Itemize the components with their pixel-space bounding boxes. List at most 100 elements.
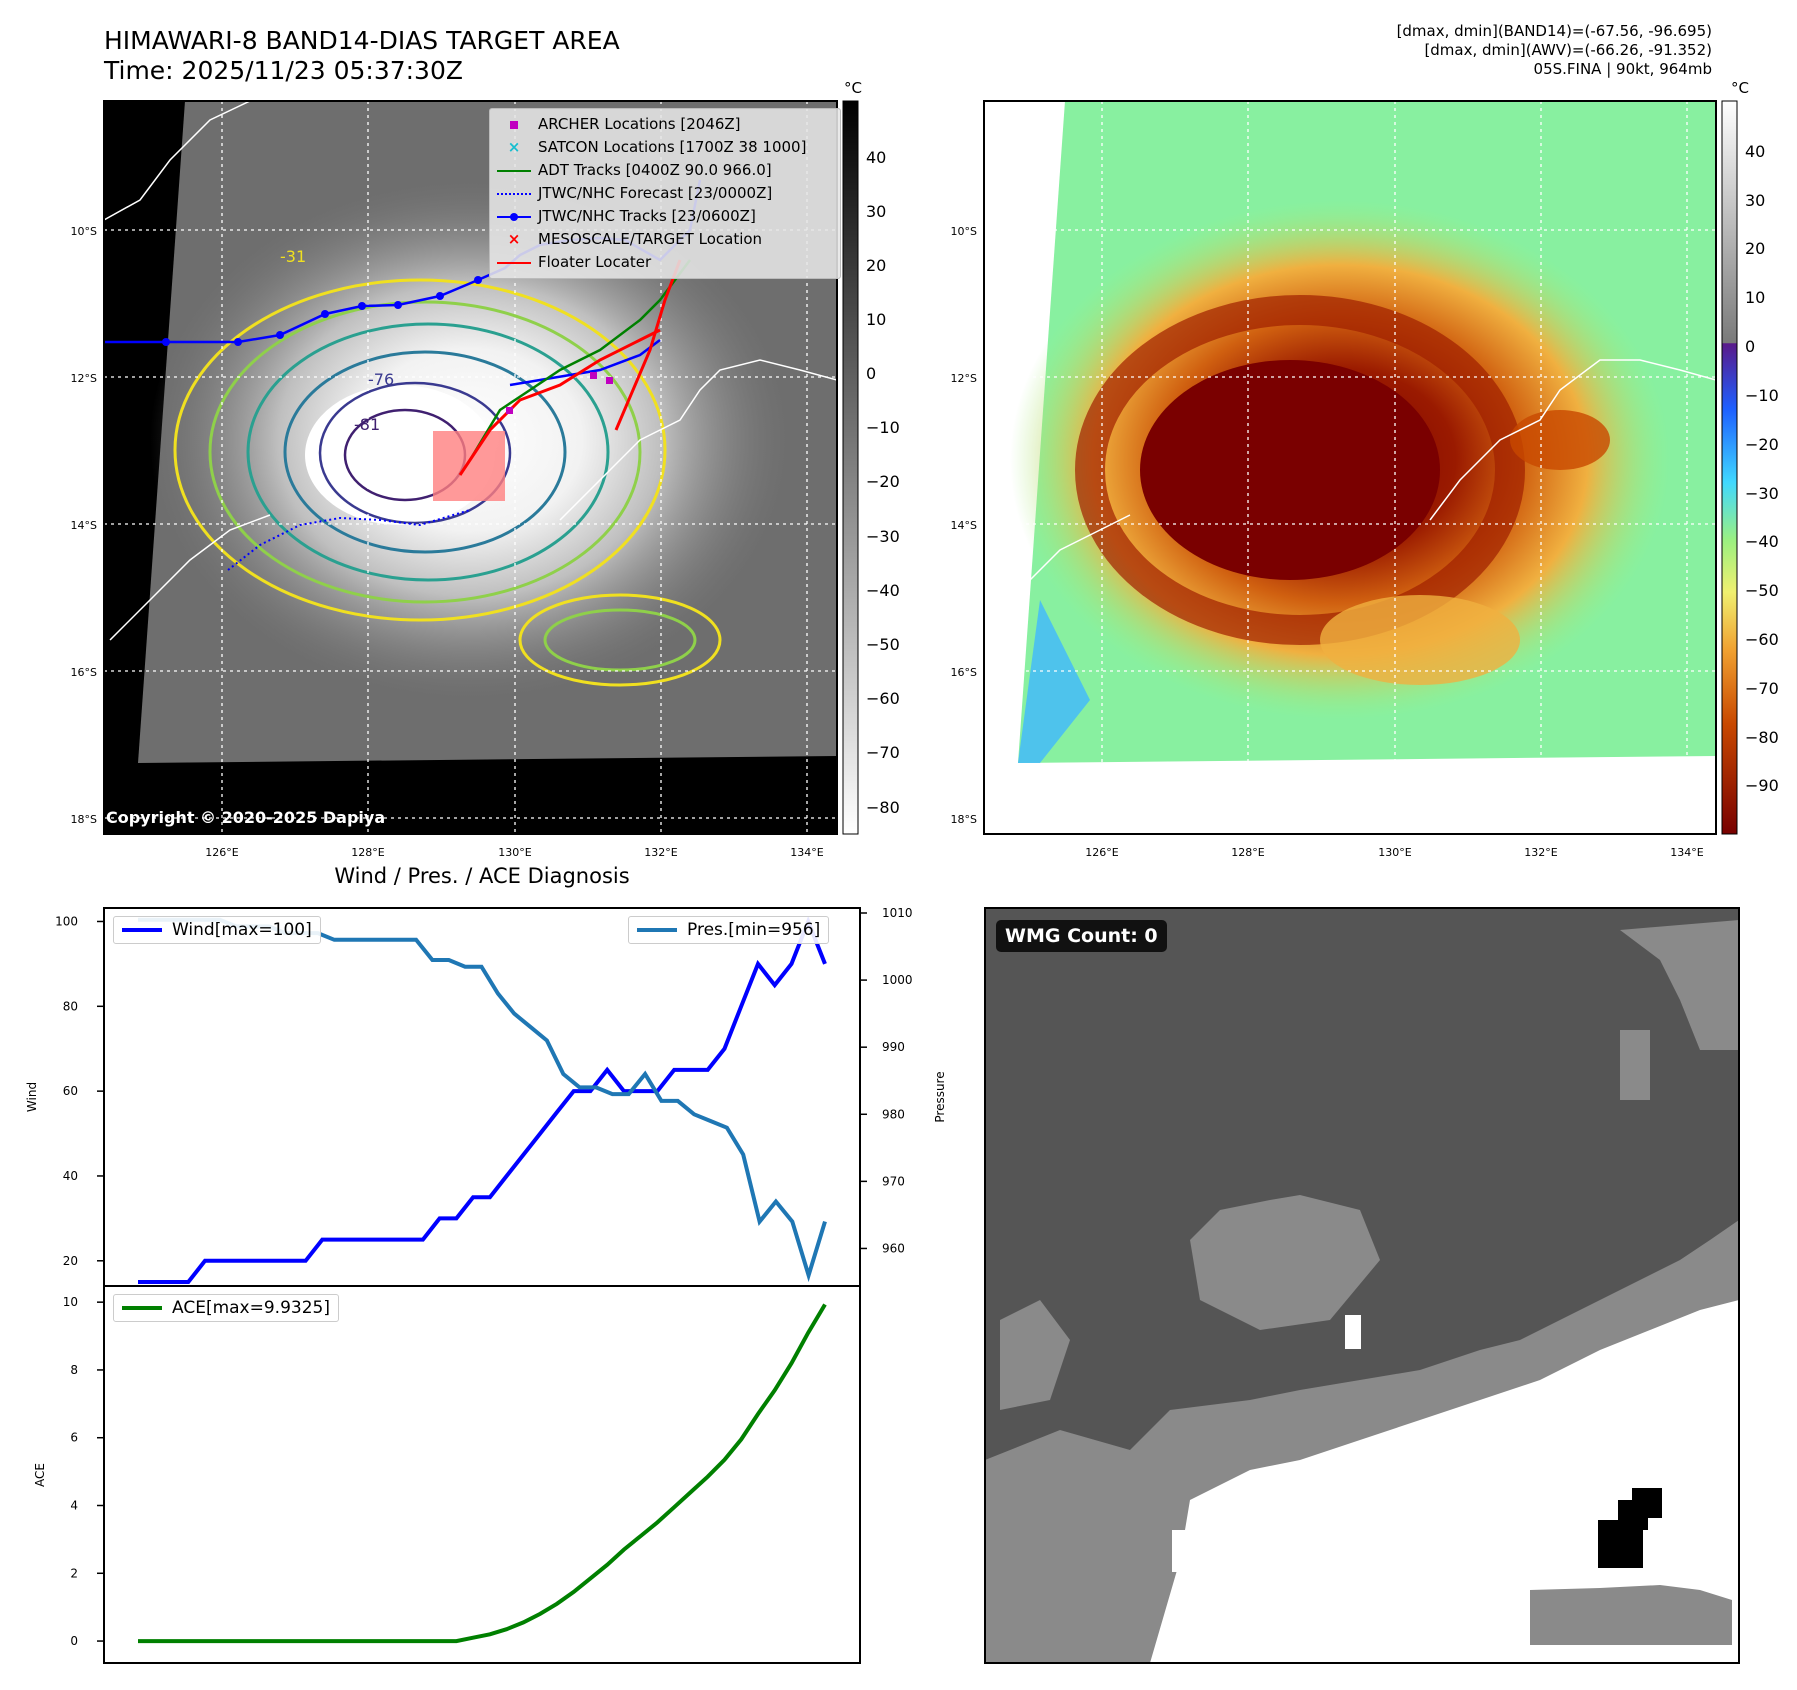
lat-label-16s: 16°S: [71, 666, 97, 679]
wind-legend-label: Wind[max=100]: [172, 920, 312, 940]
right-map-lon-labels: 126°E 128°E 130°E 132°E 134°E: [1085, 846, 1703, 859]
lon-label-126e: 126°E: [1085, 846, 1118, 859]
legend-floater-label: Floater Locater: [538, 253, 652, 271]
ace-tick-label: 6: [70, 1431, 78, 1445]
contour-label-31: -31: [280, 247, 306, 266]
lat-label-12s: 12°S: [71, 372, 97, 385]
contour-label-76: -76: [368, 370, 394, 389]
ace-ylabel: ACE: [33, 1463, 47, 1487]
legend-tracks: JTWC/NHC Tracks [23/0600Z]: [496, 205, 834, 228]
contour-label-81: -81: [354, 415, 380, 434]
gray-tick: −30: [866, 527, 900, 546]
color-tick: −20: [1745, 435, 1779, 454]
ace-frame: [103, 1285, 861, 1664]
ace-legend-label: ACE[max=9.9325]: [172, 1298, 330, 1318]
right-map-lat-labels: 10°S 12°S 14°S 16°S 18°S: [951, 225, 977, 826]
pressure-ylabel: Pressure: [933, 1071, 947, 1122]
legend-archer: ARCHER Locations [2046Z]: [496, 113, 834, 136]
x-marker-icon: ×: [507, 230, 521, 248]
wind-tick-label: 20: [63, 1254, 78, 1268]
pressure-line: [138, 917, 827, 1283]
dotted-line-icon: [496, 192, 532, 195]
gray-tick: −50: [866, 635, 900, 654]
legend-satcon: × SATCON Locations [1700Z 38 1000]: [496, 136, 834, 159]
lon-label-128e: 128°E: [1231, 846, 1264, 859]
color-tick: −70: [1745, 679, 1779, 698]
gray-tick: 30: [866, 202, 886, 221]
lat-label-10s: 10°S: [71, 225, 97, 238]
wmg-frame: [984, 907, 1740, 1664]
ace-line: [138, 1303, 827, 1644]
line-dot-icon: [496, 212, 532, 221]
lat-label-10s: 10°S: [951, 225, 977, 238]
wind-tick-label: 100: [55, 914, 78, 928]
color-tick: −50: [1745, 581, 1779, 600]
wmg-grid: [985, 908, 1739, 1663]
lon-label-126e: 126°E: [205, 846, 238, 859]
square-marker-icon: [496, 120, 532, 129]
lat-label-16s: 16°S: [951, 666, 977, 679]
color-colorbar-unit: °C: [1731, 79, 1749, 97]
wind-ylabel: Wind: [25, 1082, 39, 1112]
legend-floater: Floater Locater: [496, 251, 834, 274]
lon-label-130e: 130°E: [1378, 846, 1411, 859]
lon-label-132e: 132°E: [1524, 846, 1557, 859]
map-legend: ARCHER Locations [2046Z] × SATCON Locati…: [489, 108, 841, 279]
line-icon: [496, 261, 532, 264]
color-tick: −40: [1745, 532, 1779, 551]
color-tick: −30: [1745, 484, 1779, 503]
color-tick: −80: [1745, 728, 1779, 747]
ace-tick-label: 0: [70, 1634, 78, 1648]
pressure-legend-label: Pres.[min=956]: [687, 920, 821, 940]
lon-label-132e: 132°E: [644, 846, 677, 859]
meta-line-2: [dmax, dmin](AWV)=(-66.26, -91.352): [1424, 41, 1712, 59]
pressure-tick-label: 1000: [882, 973, 913, 987]
legend-archer-label: ARCHER Locations [2046Z]: [538, 115, 741, 133]
gray-tick: 20: [866, 256, 886, 275]
lat-label-18s: 18°S: [71, 813, 97, 826]
lat-label-18s: 18°S: [951, 813, 977, 826]
lon-label-128e: 128°E: [351, 846, 384, 859]
pressure-y-ticks: 960 970 980 990 1000 1010: [860, 906, 913, 1255]
wind-y-ticks: 20 40 60 80 100: [55, 914, 104, 1268]
lat-label-14s: 14°S: [951, 519, 977, 532]
pressure-tick-label: 960: [882, 1241, 905, 1255]
band14-map-frame: [103, 100, 838, 835]
lat-label-14s: 14°S: [71, 519, 97, 532]
legend-forecast-label: JTWC/NHC Forecast [23/0000Z]: [538, 184, 773, 202]
legend-adt: ADT Tracks [0400Z 90.0 966.0]: [496, 159, 834, 182]
pressure-tick-label: 980: [882, 1107, 905, 1121]
awv-map-frame: [983, 100, 1717, 835]
line-icon: [637, 928, 677, 932]
ace-y-ticks: 0 2 4 6 8 10: [63, 1295, 104, 1648]
gray-tick: 10: [866, 310, 886, 329]
meta-line-3: 05S.FINA | 90kt, 964mb: [1533, 60, 1712, 78]
legend-adt-label: ADT Tracks [0400Z 90.0 966.0]: [538, 161, 772, 179]
gray-tick: −10: [866, 418, 900, 437]
title-line-1: HIMAWARI-8 BAND14-DIAS TARGET AREA: [104, 26, 620, 55]
wind-tick-label: 40: [63, 1169, 78, 1183]
wind-line: [138, 916, 827, 1284]
ace-tick-label: 10: [63, 1295, 78, 1309]
wind-legend: Wind[max=100]: [113, 916, 321, 944]
gray-tick: 40: [866, 148, 886, 167]
color-tick: 10: [1745, 288, 1765, 307]
color-tick: 30: [1745, 191, 1765, 210]
lon-label-130e: 130°E: [498, 846, 531, 859]
gray-tick: −80: [866, 798, 900, 817]
line-icon: [122, 928, 162, 932]
ace-series: [138, 1303, 827, 1644]
pressure-tick-label: 970: [882, 1174, 905, 1188]
lon-label-134e: 134°E: [1670, 846, 1703, 859]
color-colorbar: [1721, 100, 1738, 835]
copyright-notice: Copyright © 2020-2025 Dapiya: [106, 808, 386, 827]
left-map-lat-labels: 10°S 12°S 14°S 16°S 18°S: [71, 225, 97, 826]
color-tick: 20: [1745, 239, 1765, 258]
gray-tick: −60: [866, 689, 900, 708]
ace-tick-label: 4: [70, 1499, 78, 1513]
x-marker-icon: ×: [507, 138, 521, 156]
gray-tick: −70: [866, 743, 900, 762]
wind-series: [138, 916, 827, 1284]
gray-tick: 0: [866, 364, 876, 383]
wind-tick-label: 60: [63, 1084, 78, 1098]
